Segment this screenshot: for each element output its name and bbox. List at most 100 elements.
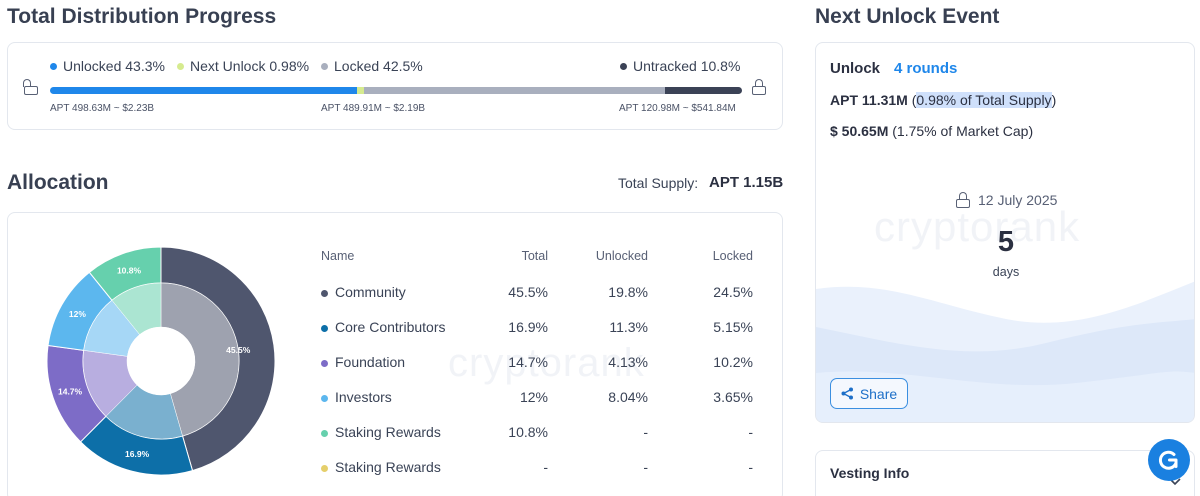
next-unlock-title: Next Unlock Event xyxy=(815,5,1000,28)
apt-note-close: ) xyxy=(1051,92,1057,108)
chat-icon xyxy=(1158,450,1178,470)
row-name: Staking Rewards xyxy=(335,424,441,440)
wave-background xyxy=(816,281,1194,422)
allocation-title: Allocation xyxy=(7,171,109,194)
share-label: Share xyxy=(859,385,898,402)
bar-segment-unlocked xyxy=(50,87,358,94)
lock-icon xyxy=(956,192,970,208)
row-locked: 5.15% xyxy=(713,319,753,335)
investors-dot xyxy=(321,395,328,402)
total-supply-label: Total Supply: xyxy=(618,175,699,191)
col-name: Name xyxy=(321,249,355,263)
vesting-info-card[interactable]: Vesting Info xyxy=(815,450,1195,496)
distribution-progress-card: Unlocked 43.3% Next Unlock 0.98% Locked … xyxy=(7,42,783,130)
legend-locked: Locked 42.5% xyxy=(321,58,423,74)
staking-rewards-dot xyxy=(321,430,328,437)
unlock-date: 12 July 2025 xyxy=(956,192,1057,208)
col-locked: Locked xyxy=(712,249,753,263)
next-unlock-card: cryptorank Unlock 4 rounds APT 11.31M (0… xyxy=(815,42,1195,423)
countdown-value: 5 xyxy=(997,226,1015,258)
legend-next-unlock: Next Unlock 0.98% xyxy=(177,58,309,74)
row-locked: 10.2% xyxy=(713,354,753,370)
row-name: Investors xyxy=(335,389,392,405)
legend-untracked-label: Untracked 10.8% xyxy=(633,58,741,74)
legend-next-unlock-label: Next Unlock 0.98% xyxy=(190,58,310,74)
legend-untracked: Untracked 10.8% xyxy=(620,58,740,74)
donut-hole xyxy=(127,327,195,395)
lock-icon-right xyxy=(752,79,766,95)
donut-label: 14.7% xyxy=(58,387,83,397)
unlocked-dot xyxy=(50,62,57,70)
donut-label: 10.8% xyxy=(117,265,142,275)
row-total: 45.5% xyxy=(508,284,548,300)
progress-title: Total Distribution Progress xyxy=(7,5,277,28)
foundation-dot xyxy=(321,360,328,367)
bar-segment-locked xyxy=(364,87,666,94)
legend-unlocked: Unlocked 43.3% xyxy=(50,58,165,74)
row-total: 14.7% xyxy=(508,354,548,370)
watermark: cryptorank xyxy=(448,341,645,385)
usd-amount: $ 50.65M xyxy=(830,123,889,139)
allocation-donut-chart: 45.5% 16.9% 14.7% 12% 10.8% xyxy=(46,246,276,476)
row-total: - xyxy=(543,459,548,475)
locked-amount: APT 489.91M ~ $2.19B xyxy=(321,103,426,114)
row-total: 12% xyxy=(519,389,548,405)
row-locked: 24.5% xyxy=(713,284,753,300)
donut-label: 16.9% xyxy=(125,449,150,459)
donut-label: 12% xyxy=(69,309,86,319)
allocation-row: Community 45.5% 19.8% 24.5% xyxy=(318,284,758,304)
bar-segment-next-unlock xyxy=(357,87,364,94)
col-total: Total xyxy=(521,249,548,263)
share-button[interactable]: Share xyxy=(830,378,908,409)
vesting-info-title: Vesting Info xyxy=(830,465,910,481)
row-total: 16.9% xyxy=(508,319,548,335)
chat-support-button[interactable] xyxy=(1148,439,1190,481)
donut-label: 45.5% xyxy=(226,345,251,355)
unlocked-amount: APT 498.63M ~ $2.23B xyxy=(50,103,155,114)
usd-note: (1.75% of Market Cap) xyxy=(892,123,1034,139)
unlock-date-text: 12 July 2025 xyxy=(978,192,1058,208)
row-unlocked: 11.3% xyxy=(609,319,648,335)
row-name: Staking Rewards xyxy=(335,459,441,475)
countdown-unit: days xyxy=(992,265,1020,279)
col-unlocked: Unlocked xyxy=(595,249,648,263)
community-dot xyxy=(321,290,328,297)
unlock-icon-left xyxy=(23,79,38,95)
row-total: 10.8% xyxy=(508,424,548,440)
allocation-row: Staking Rewards 10.8% - - xyxy=(318,424,758,444)
row-unlocked: 8.04% xyxy=(608,389,648,405)
row-name: Foundation xyxy=(335,354,406,370)
row-unlocked: 19.8% xyxy=(608,284,648,300)
rounds-link[interactable]: 4 rounds xyxy=(894,60,958,77)
unlock-label: Unlock xyxy=(830,60,881,77)
row-locked: - xyxy=(748,459,753,475)
locked-dot xyxy=(321,62,328,70)
legend-unlocked-label: Unlocked 43.3% xyxy=(63,58,165,74)
staking-rewards-dot xyxy=(321,465,328,472)
allocation-row: Core Contributors 16.9% 11.3% 5.15% xyxy=(318,319,758,339)
row-name: Core Contributors xyxy=(335,319,446,335)
apt-amount-line: APT 11.31M (0.98% of Total Supply) xyxy=(830,92,1056,108)
row-name: Community xyxy=(335,284,406,300)
total-supply-value: APT 1.15B xyxy=(709,174,784,191)
row-unlocked: 4.13% xyxy=(608,354,648,370)
legend-locked-label: Locked 42.5% xyxy=(334,58,423,74)
share-icon xyxy=(841,387,853,400)
row-unlocked: - xyxy=(643,459,648,475)
bar-segment-untracked xyxy=(665,87,742,94)
next-unlock-dot xyxy=(177,62,184,70)
apt-note-highlighted: 0.98% of Total Supply xyxy=(916,92,1052,108)
row-locked: - xyxy=(748,424,753,440)
allocation-row: Foundation 14.7% 4.13% 10.2% xyxy=(318,354,758,374)
unlock-watermark: cryptorank xyxy=(874,203,1081,250)
allocation-row: Investors 12% 8.04% 3.65% xyxy=(318,389,758,409)
untracked-amount: APT 120.98M ~ $541.84M xyxy=(619,103,736,114)
row-unlocked: - xyxy=(643,424,648,440)
allocation-card: cryptorank 45.5% 16.9% 14.7% 12% 10.8% Name … xyxy=(7,212,783,496)
usd-amount-line: $ 50.65M (1.75% of Market Cap) xyxy=(830,123,1033,139)
core-contributors-dot xyxy=(321,325,328,332)
apt-note-open: ( xyxy=(911,92,917,108)
apt-amount: APT 11.31M xyxy=(830,92,908,108)
untracked-dot xyxy=(620,62,627,70)
allocation-row: Staking Rewards - - - xyxy=(318,459,758,479)
